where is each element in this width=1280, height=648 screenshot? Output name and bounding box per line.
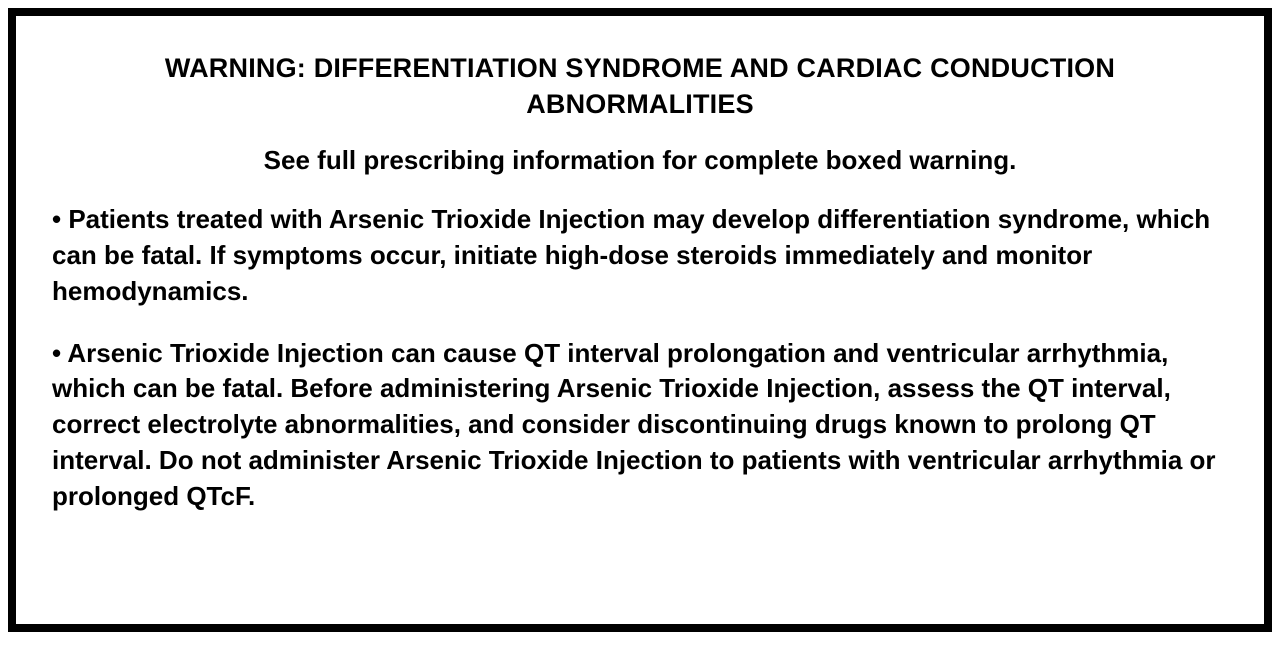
warning-bullet: • Arsenic Trioxide Injection can cause Q… (52, 336, 1228, 515)
warning-bullet: • Patients treated with Arsenic Trioxide… (52, 202, 1228, 310)
warning-title: WARNING: DIFFERENTIATION SYNDROME AND CA… (52, 50, 1228, 123)
warning-subtitle: See full prescribing information for com… (52, 145, 1228, 176)
boxed-warning-container: WARNING: DIFFERENTIATION SYNDROME AND CA… (8, 8, 1272, 632)
